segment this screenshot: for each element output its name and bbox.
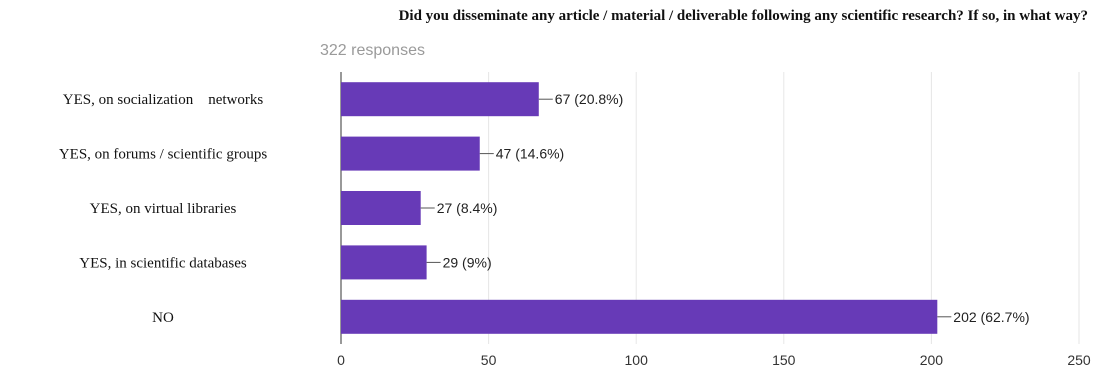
bars bbox=[341, 82, 938, 334]
x-tick-label: 250 bbox=[1067, 352, 1091, 368]
category-label: YES, in scientific databases bbox=[79, 255, 247, 271]
category-label: YES, on virtual libraries bbox=[90, 201, 237, 217]
bar[interactable] bbox=[341, 245, 427, 280]
category-label: YES, on socialization networks bbox=[63, 92, 264, 108]
x-tick-label: 0 bbox=[337, 352, 345, 368]
value-label: 27 (8.4%) bbox=[437, 200, 498, 216]
x-axis-ticks: 0 50 100 150 200 250 bbox=[337, 352, 1091, 368]
value-label: 67 (20.8%) bbox=[555, 91, 623, 107]
value-label: 47 (14.6%) bbox=[496, 146, 564, 162]
bar[interactable] bbox=[341, 299, 938, 334]
x-tick-label: 200 bbox=[920, 352, 944, 368]
category-label: NO bbox=[152, 310, 174, 326]
chart-title: Did you disseminate any article / materi… bbox=[398, 8, 1088, 24]
bar[interactable] bbox=[341, 136, 480, 171]
category-label: YES, on forums / scientific groups bbox=[59, 147, 267, 163]
x-tick-label: 150 bbox=[772, 352, 796, 368]
x-tick-label: 100 bbox=[625, 352, 649, 368]
category-labels: YES, on socialization networks YES, on fo… bbox=[59, 92, 267, 326]
value-label: 202 (62.7%) bbox=[953, 309, 1029, 325]
value-label: 29 (9%) bbox=[443, 254, 492, 270]
response-count: 322 responses bbox=[320, 42, 425, 59]
bar[interactable] bbox=[341, 191, 421, 225]
x-tick-label: 50 bbox=[481, 352, 497, 368]
value-labels: 67 (20.8%) 47 (14.6%) 27 (8.4%) 29 (9%) 202 … bbox=[420, 91, 1030, 325]
bar[interactable] bbox=[341, 82, 539, 117]
